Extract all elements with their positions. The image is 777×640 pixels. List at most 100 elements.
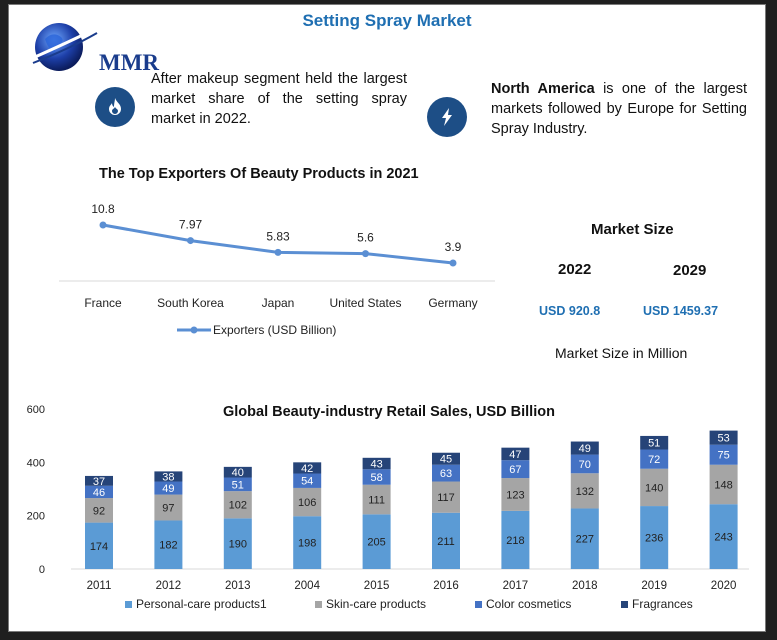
bar-segment-2013-2	[223, 477, 252, 492]
bar-data-label: 51	[648, 438, 660, 450]
north-america-label: North America	[491, 81, 595, 97]
bar-data-label: 46	[93, 487, 105, 499]
bar-segment-2012-2	[154, 481, 183, 495]
bar-data-label: 198	[298, 538, 316, 550]
bar-data-label: 58	[370, 472, 382, 484]
bar-data-label: 111	[368, 495, 385, 507]
bar-legend-label: Color cosmetics	[486, 597, 571, 611]
bar-x-tick-label: 2019	[641, 580, 667, 592]
bar-segment-2016-3	[432, 452, 460, 465]
bar-legend-swatch-2	[475, 601, 482, 608]
bar-data-label: 67	[509, 464, 521, 476]
bar-data-label: 72	[648, 454, 660, 466]
bar-x-tick-label: 2013	[225, 580, 251, 592]
bar-y-tick-label: 400	[27, 457, 45, 469]
bar-segment-2018-0	[570, 508, 599, 569]
bar-data-label: 70	[579, 459, 591, 471]
bar-data-label: 148	[714, 479, 732, 491]
north-america-note: North America is one of the largest mark…	[491, 79, 747, 139]
bar-y-tick-label: 200	[27, 511, 45, 523]
bar-segment-2004-0	[293, 516, 322, 569]
bar-segment-2004-1	[293, 487, 322, 517]
bar-segment-2004-2	[293, 473, 322, 488]
bar-x-tick-label: 2016	[433, 580, 459, 592]
mmr-logo: MMR	[31, 19, 161, 77]
market-size-title: Market Size	[591, 221, 674, 238]
market-size-year-2029: 2029	[673, 262, 707, 279]
bar-data-label: 47	[509, 449, 521, 461]
bar-y-tick-label: 0	[39, 564, 45, 576]
line-x-tick-label: Germany	[428, 296, 477, 310]
bar-segment-2020-0	[709, 504, 738, 569]
bar-data-label: 205	[367, 537, 385, 549]
bar-segment-2011-1	[85, 498, 113, 523]
bar-segment-2017-3	[501, 447, 530, 461]
bar-data-label: 37	[93, 476, 105, 488]
bar-segment-2015-1	[362, 484, 391, 515]
bar-segment-2017-1	[501, 478, 530, 511]
bar-data-label: 190	[229, 539, 247, 551]
bar-data-label: 117	[437, 492, 455, 504]
bar-data-label: 42	[301, 463, 313, 475]
bar-segment-2012-0	[154, 520, 183, 569]
line-data-label: 10.8	[91, 202, 115, 216]
bar-x-tick-label: 2018	[572, 580, 598, 592]
bar-chart-title: Global Beauty-industry Retail Sales, USD…	[223, 404, 555, 420]
bar-segment-2017-2	[501, 460, 530, 479]
bar-data-label: 43	[370, 459, 382, 471]
bar-data-label: 63	[440, 468, 452, 480]
bar-segment-2011-3	[85, 475, 113, 486]
bar-data-label: 51	[232, 479, 244, 491]
makeup-segment-note: After makeup segment held the largest ma…	[151, 71, 407, 127]
line-x-tick-label: United States	[329, 296, 401, 310]
bar-x-tick-label: 2015	[364, 580, 390, 592]
line-x-tick-label: Japan	[262, 296, 295, 310]
flame-icon	[95, 87, 135, 127]
bar-legend-label: Fragrances	[632, 597, 693, 611]
bar-data-label: 182	[159, 540, 177, 552]
bar-legend-swatch-1	[315, 601, 322, 608]
line-data-label: 3.9	[445, 240, 462, 254]
line-data-label: 5.6	[357, 231, 374, 245]
bar-segment-2018-1	[570, 473, 599, 509]
market-size-note: Market Size in Million	[555, 345, 688, 361]
bar-data-label: 236	[645, 533, 663, 545]
line-legend-marker	[190, 326, 198, 334]
bar-segment-2013-0	[223, 518, 252, 569]
bar-x-tick-label: 2004	[294, 580, 320, 592]
bar-data-label: 97	[162, 503, 174, 515]
bar-data-label: 49	[162, 483, 174, 495]
bar-segment-2019-2	[640, 449, 669, 469]
line-x-tick-label: France	[84, 296, 122, 310]
market-size-year-2022: 2022	[558, 261, 592, 278]
bar-data-label: 38	[162, 471, 174, 483]
page-title: Setting Spray Market	[302, 11, 472, 30]
lightning-bolt-icon	[427, 97, 467, 137]
bar-data-label: 92	[93, 505, 105, 517]
bar-data-label: 123	[506, 489, 524, 501]
bar-data-label: 40	[232, 467, 244, 479]
bar-data-label: 211	[437, 536, 455, 548]
bar-data-label: 218	[506, 535, 524, 547]
bar-x-tick-label: 2020	[711, 580, 737, 592]
bar-segment-2019-1	[640, 468, 669, 507]
bar-segment-2011-0	[85, 522, 113, 569]
line-data-label: 5.83	[266, 229, 290, 243]
bar-segment-2015-2	[362, 469, 391, 485]
line-chart-title: The Top Exporters Of Beauty Products in …	[99, 166, 419, 182]
bar-segment-2018-2	[570, 454, 599, 474]
line-point-united-states	[362, 250, 369, 258]
bar-data-label: 45	[440, 454, 452, 466]
line-x-tick-label: South Korea	[157, 296, 224, 310]
line-point-france	[99, 221, 107, 229]
bar-data-label: 243	[714, 532, 732, 544]
bar-segment-2013-3	[223, 466, 252, 478]
bar-data-label: 53	[717, 433, 729, 445]
bar-segment-2011-2	[85, 485, 113, 499]
bar-data-label: 75	[717, 450, 729, 462]
line-point-south-korea	[187, 237, 194, 245]
bar-segment-2020-3	[709, 430, 738, 445]
bar-legend-label: Skin-care products	[326, 597, 426, 611]
logo-text: MMR	[99, 50, 160, 75]
bar-data-label: 102	[229, 500, 247, 512]
